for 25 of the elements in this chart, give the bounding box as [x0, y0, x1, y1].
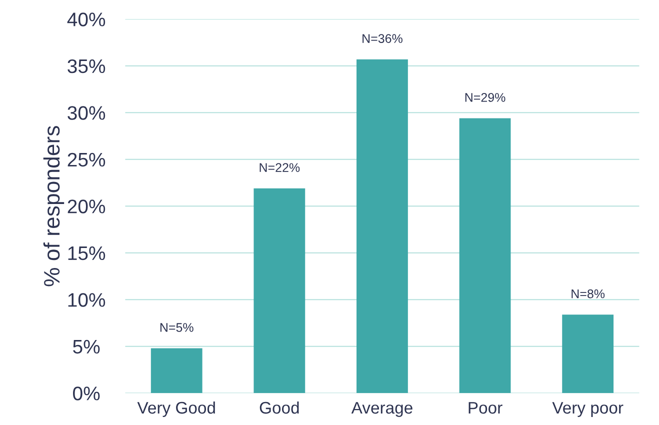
bar: [356, 59, 408, 394]
x-tick-label: Very Good: [137, 401, 215, 417]
y-tick-label: 25%: [68, 152, 106, 167]
x-tick-label: Average: [351, 402, 412, 417]
x-tick-label: Good: [260, 401, 299, 414]
bar: [254, 188, 306, 394]
y-tick-label: 20%: [68, 200, 106, 214]
y-tick-label: 35%: [68, 59, 106, 74]
data-label: N=8%: [572, 289, 605, 298]
y-tick-label: 40%: [67, 12, 106, 26]
bar: [562, 314, 614, 394]
x-tick-label: Poor: [468, 402, 502, 414]
data-label: N=22%: [260, 163, 300, 172]
x-tick-label: Very poor: [552, 402, 624, 417]
data-label: N=5%: [160, 323, 194, 332]
y-tick-label: 5%: [73, 340, 100, 354]
y-tick-label: 15%: [68, 246, 106, 260]
y-axis-title: % of responders: [43, 126, 64, 286]
data-label: N=29%: [465, 93, 506, 102]
bar: [459, 118, 511, 394]
y-tick-label: 30%: [68, 106, 106, 120]
bar: [150, 348, 202, 394]
y-tick-label: 0%: [73, 386, 100, 400]
y-tick-label: 10%: [68, 293, 106, 307]
data-label: N=36%: [362, 34, 402, 43]
